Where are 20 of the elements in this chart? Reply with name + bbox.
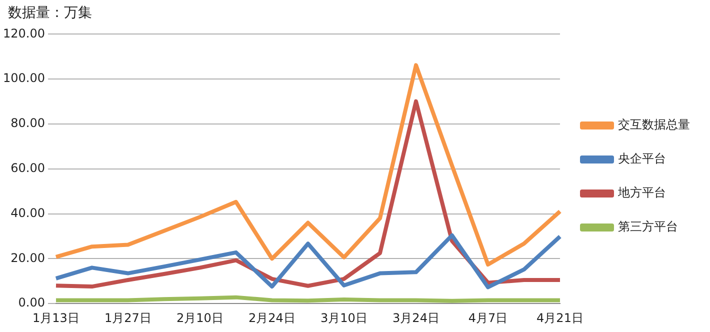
legend-label: 地方平台 [617,186,666,200]
y-tick-label: 0.00 [18,296,45,310]
x-tick-label: 3月24日 [392,310,440,325]
x-tick-label: 1月27日 [104,310,152,325]
legend-label: 第三方平台 [618,220,678,234]
legend-label: 央企平台 [618,152,666,166]
x-tick-label: 1月13日 [32,310,80,325]
y-axis-title: 数据量：万集 [8,4,92,22]
y-tick-label: 60.00 [10,161,45,176]
y-tick-label: 80.00 [10,116,45,130]
x-tick-label: 2月24日 [248,310,296,325]
x-tick-label: 2月10日 [176,310,224,325]
legend-label: 交互数据总量 [618,118,690,132]
x-tick-label: 4月21日 [536,310,584,325]
y-tick-label: 120.00 [2,26,45,40]
y-tick-label: 100.00 [2,71,45,86]
y-tick-label: 20.00 [10,250,45,265]
x-tick-label: 4月7日 [468,310,508,325]
x-tick-label: 3月10日 [320,310,368,325]
y-tick-label: 40.00 [10,206,45,220]
